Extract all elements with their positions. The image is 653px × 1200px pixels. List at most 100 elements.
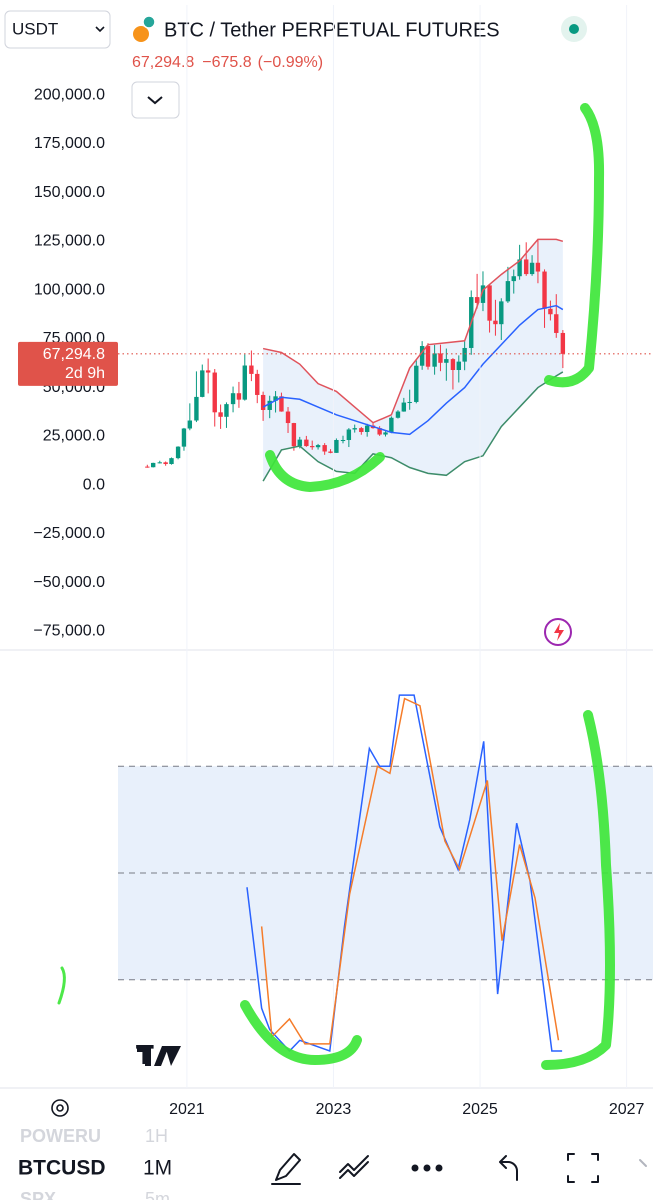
y-tick-label: 0.0 (83, 476, 105, 493)
symbol[interactable]: BTCUSD (18, 1157, 106, 1180)
candle-body (517, 259, 522, 277)
alert-icon[interactable] (544, 618, 572, 646)
candle-body (554, 314, 559, 333)
candle-body (560, 332, 566, 354)
candle-body (425, 346, 431, 367)
candle-body (285, 411, 291, 424)
candle-body (352, 428, 357, 430)
candle-body (407, 401, 412, 403)
settings-icon[interactable] (51, 1099, 69, 1117)
series-line (262, 304, 564, 436)
candle-body (322, 445, 327, 452)
candle-body (175, 446, 181, 459)
tether-icon (142, 15, 156, 29)
candle-body (401, 402, 407, 412)
candle-body (218, 412, 223, 417)
price-tag (18, 341, 118, 386)
candle-body (450, 359, 456, 371)
x-tick-label: 2023 (316, 1101, 352, 1118)
candle-body (444, 359, 449, 363)
candle-body (524, 259, 529, 275)
candle-body (364, 425, 370, 433)
x-tick-label: 2025 (462, 1101, 498, 1118)
ghost-symbol: SPX (20, 1189, 56, 1200)
annotation-strokes (57, 103, 615, 1070)
candle-body (414, 365, 419, 402)
y-tick-label: 100,000.0 (34, 281, 105, 298)
status-dot (569, 24, 579, 34)
candle-body (346, 429, 352, 441)
x-tick-label: 2027 (609, 1101, 645, 1118)
scribble (265, 450, 385, 492)
draw-icon[interactable] (271, 1153, 301, 1185)
candle-body (456, 361, 461, 371)
currency-select[interactable] (4, 10, 111, 49)
candle-body (249, 365, 254, 374)
candle-body (432, 353, 437, 367)
y-tick-label: 125,000.0 (34, 233, 105, 250)
y-tick-label: 150,000.0 (34, 184, 105, 201)
collapse-icon (147, 96, 163, 105)
candle-body (267, 400, 272, 410)
candle-body (157, 462, 162, 464)
change: −675.8 (202, 54, 251, 71)
y-tick-label: 175,000.0 (34, 135, 105, 152)
candle-body (187, 420, 193, 429)
price: 67,294.8 (132, 54, 194, 71)
candle-body (291, 423, 297, 447)
candle-body (493, 320, 498, 325)
candle-body (377, 428, 382, 435)
interval[interactable]: 1M (143, 1157, 172, 1180)
candle-body (224, 404, 229, 417)
ghost-symbol: POWERU (20, 1126, 101, 1146)
title: BTC / Tether PERPETUAL FUTURES (164, 19, 500, 41)
candle-body (389, 417, 394, 433)
candle-body (480, 285, 486, 303)
candle-body (181, 428, 187, 447)
currency: USDT (12, 19, 58, 38)
coin-icon (133, 26, 149, 42)
candle-body (383, 432, 388, 435)
candle-body (529, 262, 535, 275)
collapse-button[interactable] (131, 81, 180, 119)
candle-body (474, 297, 480, 303)
ghost-interval: 5m (145, 1189, 170, 1200)
candle-body (511, 276, 516, 282)
candle-body (205, 370, 211, 373)
series-line (262, 238, 564, 424)
price-tag-label: 67,294.8 (43, 346, 105, 363)
candle-body (212, 372, 217, 413)
candle-body (150, 462, 156, 468)
candle-body (163, 462, 168, 465)
more-dot[interactable] (423, 1164, 431, 1172)
more-dot[interactable] (411, 1164, 419, 1172)
candle-body (359, 428, 364, 433)
candle-body (542, 271, 547, 309)
more-dot[interactable] (435, 1164, 443, 1172)
candle-body (340, 440, 346, 442)
scribble (541, 710, 615, 1070)
countdown: 2d 9h (65, 365, 105, 382)
y-tick-label: 200,000.0 (34, 86, 105, 103)
scribble (57, 966, 66, 1005)
candle-body (462, 347, 467, 362)
y-tick-label: −25,000.0 (33, 525, 105, 542)
undo-icon[interactable] (499, 1155, 518, 1181)
series-line (246, 694, 563, 1053)
candle-body (194, 396, 199, 421)
candle-body (334, 440, 339, 453)
series-line (262, 371, 564, 482)
candle-body (230, 393, 236, 405)
candle-body (438, 353, 443, 363)
y-tick-label: 25,000.0 (43, 428, 105, 445)
fullscreen-icon[interactable] (567, 1153, 599, 1183)
candle-body (419, 346, 425, 366)
settings-icon-core (56, 1104, 64, 1112)
lines-icon[interactable] (339, 1155, 369, 1179)
change-pct: (−0.99%) (258, 54, 323, 71)
candle-body (145, 466, 150, 468)
candle-body (487, 285, 492, 321)
alert-bolt (554, 623, 564, 641)
